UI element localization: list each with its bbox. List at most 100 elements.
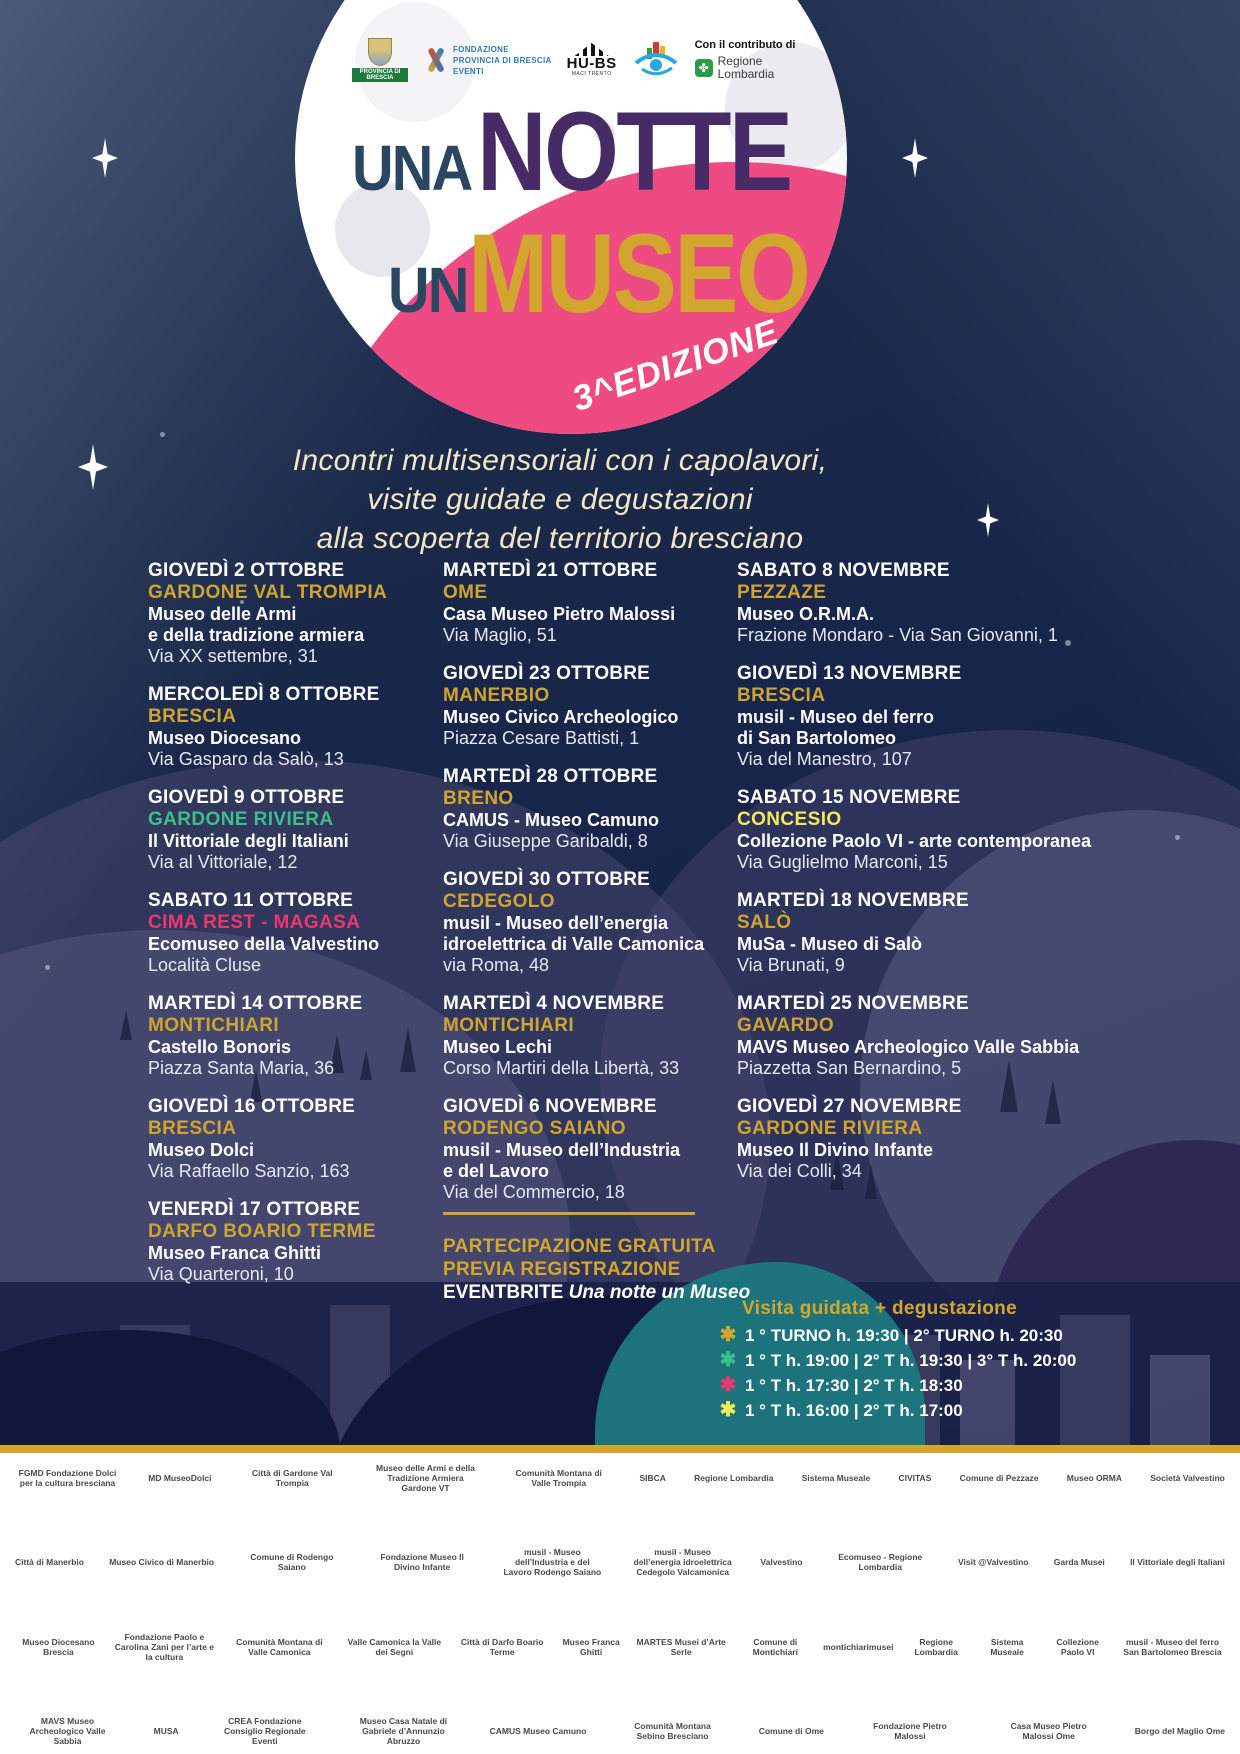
event-item: GIOVEDÌ 2 OTTOBRE GARDONE VAL TROMPIA Muse… [148, 560, 448, 667]
event-item: GIOVEDÌ 23 OTTOBRE MANERBIO Museo Civico A… [443, 663, 743, 749]
event-address: Via Raffaello Sanzio, 163 [148, 1161, 350, 1181]
moon-crater [725, 42, 847, 172]
partner-logo: Comunità Montana di Valle Camonica [236, 1636, 323, 1657]
event-location: GARDONE VAL TROMPIA [148, 582, 388, 603]
star-dot [160, 432, 165, 437]
partner-logo: Museo Diocesano Brescia [22, 1636, 95, 1657]
partner-logo: Museo Franca Ghitti [562, 1636, 620, 1657]
partner-logo: musil - Museo dell’energia idroelettrica… [633, 1547, 732, 1578]
event-date: GIOVEDÌ 30 OTTOBRE [443, 869, 651, 890]
event-address: Piazzetta San Bernardino, 5 [737, 1058, 962, 1078]
event-item: MARTEDÌ 4 NOVEMBRE MONTICHIARI Museo Lechi… [443, 993, 743, 1079]
pine-tree-icon [1000, 1060, 1018, 1112]
eventbrite-line: EVENTBRITE Una notte un Museo [443, 1281, 753, 1304]
event-address: Via Guglielmo Marconi, 15 [737, 852, 948, 872]
event-date: GIOVEDÌ 2 OTTOBRE [148, 560, 345, 581]
event-item: MARTEDÌ 14 OTTOBRE MONTICHIARI Castello Bo… [148, 993, 448, 1079]
partner-logo: Sistema Museale [801, 1473, 871, 1483]
event-museum: MAVS Museo Archeologico Valle Sabbia [737, 1037, 1080, 1057]
event-date: MARTEDÌ 28 OTTOBRE [443, 766, 658, 787]
event-date: SABATO 8 NOVEMBRE [737, 560, 950, 581]
event-location: CIMA REST - MAGASA [148, 912, 361, 933]
registration-info: PARTECIPAZIONE GRATUITA PREVIA REGISTRAZ… [443, 1212, 753, 1304]
pine-tree-icon [360, 1050, 372, 1080]
legend-rows: ✱ 1 ° TURNO h. 19:30 | 2° TURNO h. 20:30 ✱… [718, 1323, 1158, 1423]
legend-row: ✱ 1 ° T h. 19:00 | 2° T h. 19:30 | 3° T h… [718, 1348, 1158, 1373]
footer: FGMD Fondazione Dolci per la cultura bre… [0, 1445, 1240, 1754]
star-dot [240, 600, 244, 604]
event-address: Corso Martiri della Libertà, 33 [443, 1058, 680, 1078]
partner-logo: MUSA [153, 1725, 179, 1736]
event-museum: Museo O.R.M.A. [737, 604, 875, 624]
partner-logo: Fondazione Paolo e Carolina Zani per l’a… [114, 1631, 214, 1662]
partner-logo: Valle Camonica la Valle dei Segni [347, 1636, 442, 1657]
event-location: RODENGO SAIANO [443, 1118, 626, 1139]
event-museum: Ecomuseo della Valvestino [148, 934, 380, 954]
event-date: SABATO 11 OTTOBRE [148, 890, 354, 911]
star-dot [1175, 835, 1180, 840]
event-item: GIOVEDÌ 6 NOVEMBRE RODENGO SAIANO musil - … [443, 1096, 743, 1203]
event-item: MERCOLEDÌ 8 OTTOBRE BRESCIA Museo Diocesan… [148, 684, 448, 770]
partner-logo: Fondazione Museo Il Divino Infante [380, 1552, 464, 1573]
event-museum: musil - Museo del ferro [737, 707, 935, 727]
contributo-label: Con il contributo di [694, 39, 796, 51]
eventbrite-label: EVENTBRITE [443, 1282, 564, 1303]
event-museum: Il Vittoriale degli Italiani [148, 831, 349, 851]
event-item: MARTEDÌ 28 OTTOBRE BRENO CAMUS - Museo Cam… [443, 766, 743, 852]
poster-title: UNA NOTTE UN MUSEO [352, 96, 864, 330]
subtitle-line: alla scoperta del territorio bresciano [316, 522, 804, 555]
title-un: UN [388, 254, 469, 326]
hubs-logo: HU-BS MACI TRENTO [567, 43, 617, 77]
event-item: GIOVEDÌ 13 NOVEMBRE BRESCIA musil - Museo … [737, 663, 1147, 770]
fondazione-line: EVENTI [453, 66, 484, 76]
event-museum: Casa Museo Pietro Malossi [443, 604, 676, 624]
event-address: Piazza Cesare Battisti, 1 [443, 728, 640, 748]
partner-logo: Sistema Museale [990, 1636, 1024, 1657]
event-date: MARTEDÌ 18 NOVEMBRE [737, 890, 969, 911]
event-location: PEZZAZE [737, 582, 827, 603]
pine-tree-icon [400, 1028, 416, 1072]
partner-logo: Museo Casa Natale di Gabriele d’Annunzio… [359, 1715, 448, 1746]
event-address: Via Quarteroni, 10 [148, 1264, 294, 1284]
event-address: Frazione Mondaro - Via San Giovanni, 1 [737, 625, 1058, 645]
provincia-label: PROVINCIA DI BRESCIA [352, 68, 408, 82]
hubs-sublabel: MACI TRENTO [571, 71, 612, 77]
partner-logo: Museo Civico di Manerbio [109, 1557, 215, 1568]
fondazione-line: PROVINCIA DI BRESCIA [453, 55, 552, 65]
event-location: GARDONE RIVIERA [148, 809, 334, 830]
event-date: MERCOLEDÌ 8 OTTOBRE [148, 684, 380, 705]
legend-time: 1 ° T h. 19:00 | 2° T h. 19:30 | 3° T h.… [745, 1351, 1077, 1370]
event-location: BRESCIA [148, 706, 237, 727]
event-museum: Museo Franca Ghitti [148, 1243, 322, 1263]
regione-label: Regione Lombardia [717, 54, 775, 81]
partner-logo: montichiarimusei [823, 1641, 894, 1652]
event-date: MARTEDÌ 25 NOVEMBRE [737, 993, 969, 1014]
legend-time: 1 ° T h. 17:30 | 2° T h. 18:30 [745, 1376, 963, 1395]
event-date: GIOVEDÌ 13 NOVEMBRE [737, 663, 962, 684]
event-item: SABATO 11 OTTOBRE CIMA REST - MAGASA Ecomu… [148, 890, 448, 976]
event-item: MARTEDÌ 21 OTTOBRE OME Casa Museo Pietro M… [443, 560, 743, 646]
footer-logo-row: Città di Manerbio Museo Civico di Manerbi… [12, 1545, 1228, 1579]
event-museum: Castello Bonoris [148, 1037, 292, 1057]
fondazione-line: FONDAZIONE [453, 44, 509, 54]
partner-logo: Comune di Rodengo Saiano [250, 1552, 334, 1573]
moon-crater [595, 122, 615, 142]
event-location: GARDONE RIVIERA [737, 1118, 923, 1139]
partner-logo: Garda Musei [1053, 1557, 1105, 1568]
partner-logo: Casa Museo Pietro Malossi Ome [1010, 1720, 1087, 1741]
crest-icon [368, 38, 392, 66]
legend-time: 1 ° T h. 16:00 | 2° T h. 17:00 [745, 1401, 963, 1420]
event-address: via Roma, 48 [443, 955, 550, 975]
partner-logo: CAMUS Museo Camuno [489, 1725, 587, 1736]
event-item: GIOVEDÌ 30 OTTOBRE CEDEGOLO musil - Museo … [443, 869, 743, 976]
event-date: SABATO 15 NOVEMBRE [737, 787, 961, 808]
event-date: GIOVEDÌ 16 OTTOBRE [148, 1096, 356, 1117]
title-notte: NOTTE [476, 89, 793, 214]
event-museum: musil - Museo dell’energia [443, 913, 669, 933]
partner-logo: Fondazione Pietro Malossi [873, 1720, 947, 1741]
star-dot [45, 965, 50, 970]
fondazione-label: FONDAZIONE PROVINCIA DI BRESCIA EVENTI [453, 44, 552, 77]
event-location: BRESCIA [148, 1118, 237, 1139]
partner-logo: Comune di Ome [758, 1725, 824, 1736]
